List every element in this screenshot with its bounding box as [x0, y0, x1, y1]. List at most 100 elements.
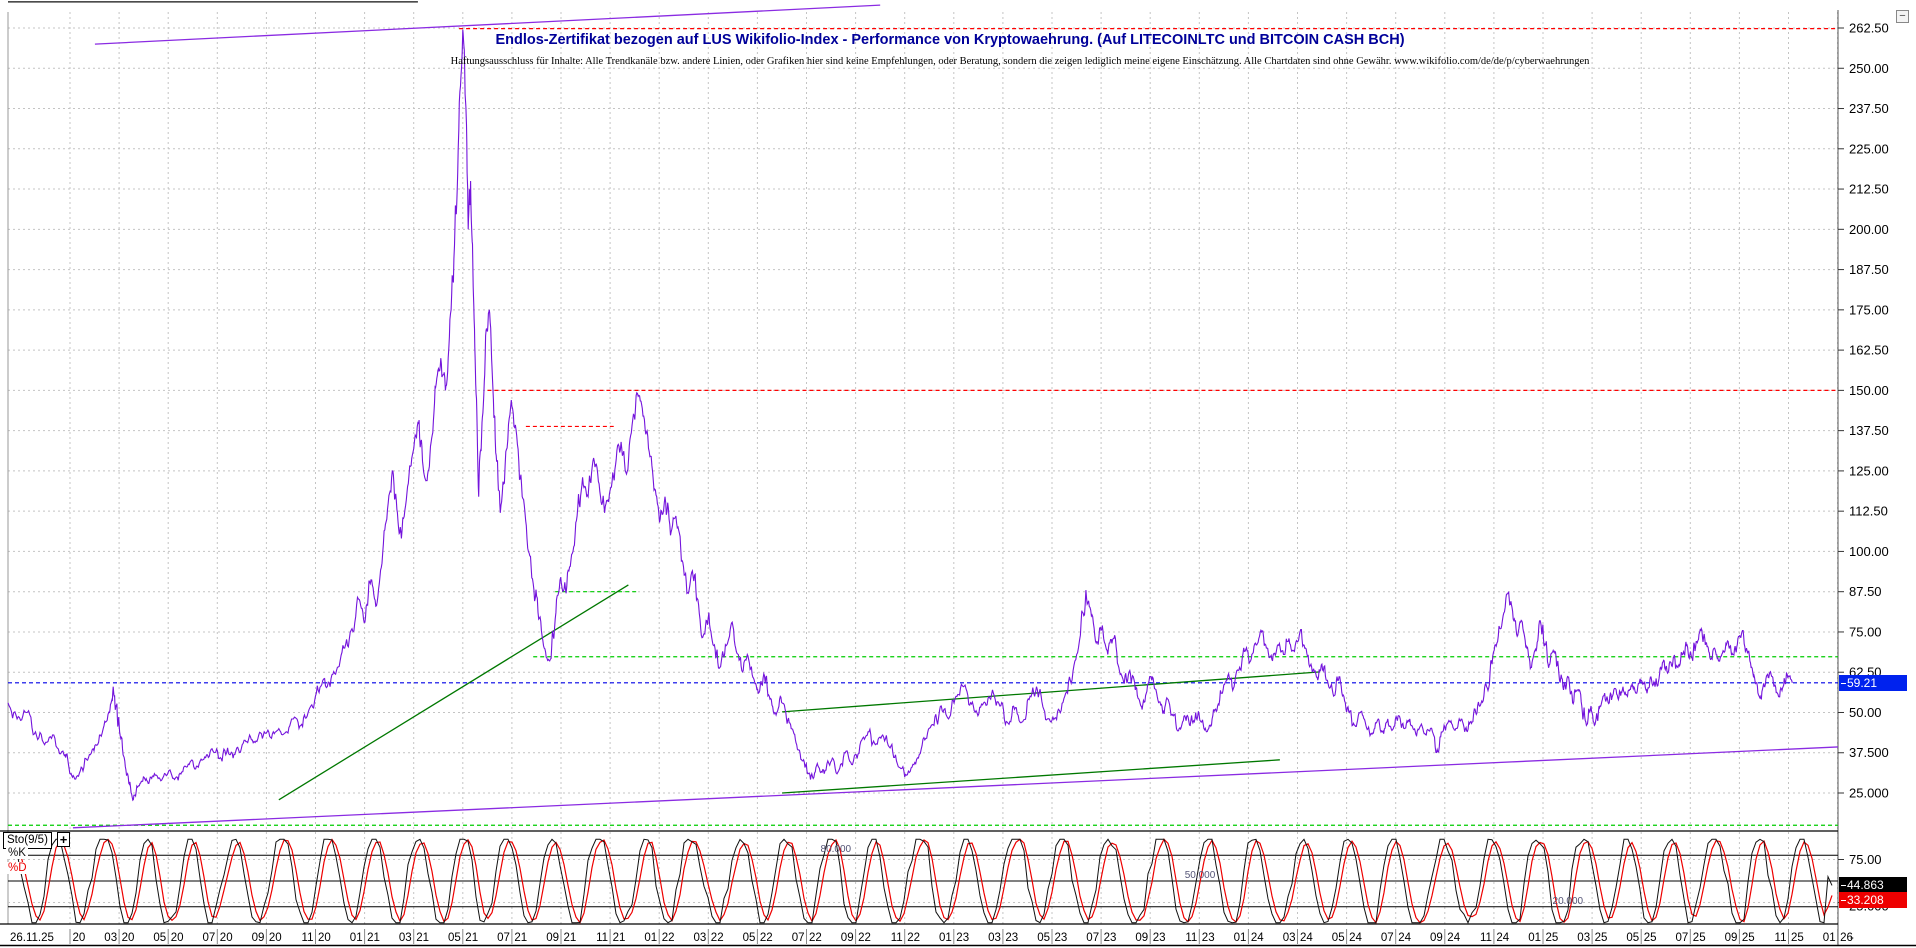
x-axis-label: 03: [1283, 932, 1296, 944]
x-axis-label: 07: [203, 932, 216, 944]
x-axis-label: 24: [1447, 932, 1460, 944]
x-axis-label: 24: [1398, 932, 1411, 944]
x-axis-label: 24: [1349, 932, 1362, 944]
x-axis-label: 09: [1430, 932, 1443, 944]
x-axis-label: 07: [1086, 932, 1099, 944]
x-axis-label: 09: [1135, 932, 1148, 944]
x-axis-label: 21: [416, 932, 429, 944]
percent-d-label: %D: [6, 862, 29, 874]
y-axis-label: 137.50: [1849, 423, 1889, 438]
x-axis-label: 09: [1725, 932, 1738, 944]
x-axis-label: 23: [1202, 932, 1215, 944]
stochastic-d-line: [7, 838, 1833, 924]
x-axis-label: 25: [1791, 932, 1804, 944]
disclaimer-text: Haftungsausschluss für Inhalte: Alle Tre…: [450, 56, 1590, 67]
x-axis-label: 11: [302, 932, 314, 944]
sto-level-label: 50.000: [1185, 870, 1216, 881]
x-axis-label: 22: [858, 932, 871, 944]
y-axis-label: 175.00: [1849, 302, 1889, 317]
x-axis-label: 20: [73, 932, 86, 944]
x-axis-label: 03: [1577, 932, 1590, 944]
x-axis-label: 22: [711, 932, 724, 944]
x-axis-label: 23: [1104, 932, 1117, 944]
upper-channel-purple-line: [94, 4, 881, 45]
x-axis-label: 25: [1742, 932, 1755, 944]
stochastic-k-line: [7, 838, 1833, 924]
y-axis-label: 237.50: [1849, 101, 1889, 116]
y-axis-label: 25.000: [1849, 786, 1889, 801]
x-axis-label: 23: [1153, 932, 1166, 944]
x-axis-label: 03: [988, 932, 1001, 944]
x-axis-label: 21: [564, 932, 577, 944]
x-axis-label: 11: [1185, 932, 1197, 944]
x-axis-label: 07: [792, 932, 805, 944]
x-axis-label: 05: [153, 932, 166, 944]
y-axis-label: 112.50: [1849, 504, 1888, 519]
x-axis-label: 26: [1840, 932, 1853, 944]
y-axis-label: 150.00: [1849, 383, 1889, 398]
x-axis-label: 25: [1693, 932, 1706, 944]
add-indicator-icon[interactable]: +: [57, 832, 70, 847]
y-axis-label: 37.500: [1849, 745, 1889, 760]
x-axis-label: 22: [809, 932, 822, 944]
x-axis-label: 24: [1496, 932, 1509, 944]
collapse-axis-icon[interactable]: −: [1896, 10, 1909, 23]
x-axis-label: 21: [613, 932, 626, 944]
x-axis-label: 20: [122, 932, 135, 944]
sto-level-label: 20.000: [1553, 896, 1584, 907]
x-axis-end-label: -: [1850, 932, 1854, 944]
x-axis-label: 03: [104, 932, 117, 944]
x-axis-label: 11: [891, 932, 903, 944]
percent-k-label: %K: [6, 847, 28, 859]
x-axis-label: 03: [694, 932, 707, 944]
stochastic-k-badge: 44.863: [1839, 877, 1907, 893]
green-uptrend-2020-line: [278, 584, 629, 801]
x-axis-label: 25: [1546, 932, 1559, 944]
y-axis-label: 262.50: [1849, 21, 1889, 36]
x-axis-label: 21: [367, 932, 380, 944]
x-axis-label: 21: [465, 932, 478, 944]
price-line: [7, 29, 1793, 802]
x-axis-label: 22: [907, 932, 920, 944]
last-price-badge: 59.21: [1839, 675, 1907, 691]
x-axis-label: 22: [662, 932, 675, 944]
y-axis-label: 187.50: [1849, 262, 1889, 277]
purple-support-line: [72, 746, 1839, 829]
stochastic-k-value: 44.863: [1847, 878, 1884, 892]
d-badge-tick: [1841, 900, 1846, 902]
x-axis-label: 25: [1595, 932, 1608, 944]
x-axis-label: 20: [318, 932, 331, 944]
x-axis-label: 11: [1775, 932, 1787, 944]
x-axis-label: 03: [399, 932, 412, 944]
x-axis-start-date: 26.11.25: [10, 932, 54, 944]
x-axis-label: 01: [644, 932, 657, 944]
x-axis-label: 09: [546, 932, 559, 944]
x-axis-label: 05: [743, 932, 756, 944]
x-axis-label: 05: [1037, 932, 1050, 944]
x-axis-label: 21: [514, 932, 527, 944]
last-price-value: 59.21: [1847, 676, 1878, 690]
x-axis-label: 07: [497, 932, 510, 944]
x-axis-label: 09: [841, 932, 854, 944]
x-axis-label: 24: [1300, 932, 1313, 944]
x-axis-label: 01: [939, 932, 952, 944]
x-axis-label: 05: [448, 932, 461, 944]
y-axis-label: 200.00: [1849, 222, 1889, 237]
y-axis-label: 225.00: [1849, 141, 1889, 156]
x-axis-label: 20: [171, 932, 184, 944]
x-axis-label: 01: [1823, 932, 1836, 944]
k-badge-tick: [1841, 885, 1846, 887]
x-axis-label: 23: [956, 932, 969, 944]
y-axis-label: 162.50: [1849, 343, 1889, 358]
price-badge-tick: [1841, 683, 1846, 685]
stochastic-d-value: 33.208: [1847, 893, 1884, 907]
x-axis-label: 01: [1234, 932, 1247, 944]
y-axis-label: 75.00: [1849, 624, 1882, 639]
x-axis-label: 25: [1644, 932, 1657, 944]
y-axis-label: 87.50: [1849, 584, 1882, 599]
x-axis-label: 23: [1055, 932, 1068, 944]
green-channel-top-line: [782, 671, 1321, 713]
sto-level-label: 80.000: [821, 844, 852, 855]
x-axis-label: 24: [1251, 932, 1264, 944]
